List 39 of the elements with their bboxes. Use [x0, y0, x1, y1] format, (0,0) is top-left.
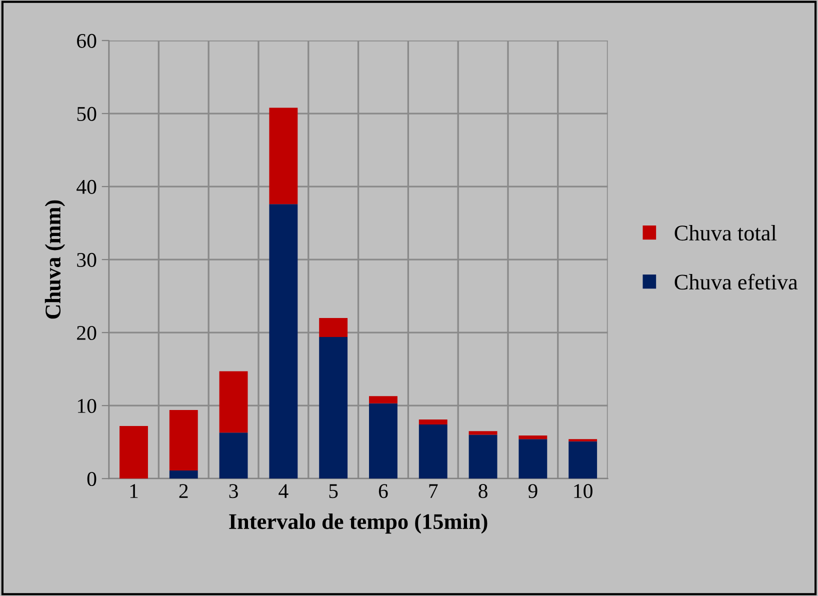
x-axis-title: Intervalo de tempo (15min) [229, 513, 488, 534]
x-tick-label: 8 [478, 484, 488, 498]
x-tick-label: 10 [574, 484, 592, 498]
y-tick-label: 60 [77, 34, 96, 48]
bar [418, 419, 448, 425]
bar [518, 439, 548, 479]
y-tick-label: 50 [77, 106, 96, 121]
y-tick-label: 30 [77, 252, 96, 267]
bar [269, 108, 298, 204]
bar [518, 436, 548, 440]
y-tick-label: 40 [76, 180, 96, 194]
bar [169, 410, 198, 471]
bar [369, 396, 398, 404]
bar [319, 318, 348, 337]
bar [169, 470, 198, 479]
y-tick-label: 20 [77, 326, 96, 340]
legend-label: Chuva efetiva [674, 274, 798, 290]
x-tick-label: 5 [329, 484, 338, 498]
x-tick-label: 9 [528, 484, 538, 498]
y-tick-label: 10 [78, 398, 96, 414]
bar [369, 403, 398, 479]
x-tick-label: 3 [229, 484, 238, 498]
y-axis-title: Chuva (mm) [44, 200, 66, 319]
x-tick-label: 1 [130, 484, 138, 498]
bar [568, 441, 598, 479]
bar [269, 204, 298, 479]
bar [468, 431, 498, 435]
bar [219, 371, 248, 433]
bar [418, 424, 448, 479]
bar [319, 336, 348, 479]
x-tick-label: 2 [179, 484, 188, 498]
bar [468, 434, 498, 479]
x-tick-label: 7 [429, 484, 438, 498]
bar [120, 426, 148, 479]
legend-label: Chuva total [674, 224, 776, 241]
y-tick-label: 0 [87, 472, 96, 486]
x-tick-label: 4 [278, 484, 288, 498]
x-tick-label: 6 [378, 484, 388, 498]
bar [219, 432, 248, 479]
